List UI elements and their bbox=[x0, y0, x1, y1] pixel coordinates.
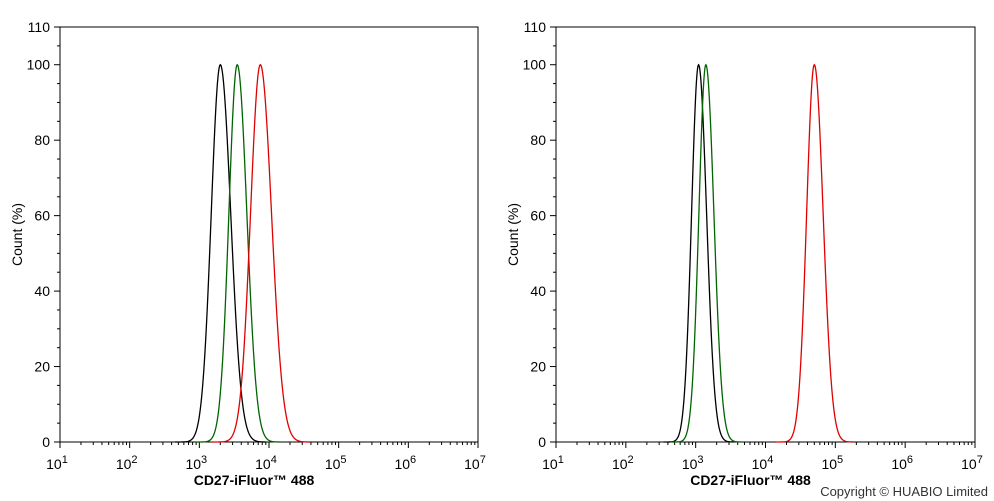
x-tick-label: 104 bbox=[752, 454, 774, 472]
x-tick-label: 101 bbox=[542, 454, 564, 472]
plot-frame bbox=[59, 26, 479, 443]
series-line-1 bbox=[663, 63, 734, 443]
x-tick-label: 102 bbox=[612, 454, 634, 472]
copyright-text: Copyright © HUABIO Limited bbox=[820, 484, 988, 499]
y-tick-label: 110 bbox=[524, 19, 547, 35]
y-tick-label: 100 bbox=[523, 57, 547, 73]
y-tick-label: 0 bbox=[42, 434, 50, 450]
y-tick-label: 60 bbox=[530, 208, 546, 224]
y-tick-label: 20 bbox=[34, 359, 50, 375]
y-tick-label: 40 bbox=[530, 283, 546, 299]
series-line-2 bbox=[195, 63, 280, 443]
x-axis-title: CD27-iFluor™ 488 bbox=[690, 472, 811, 488]
x-tick-label: 103 bbox=[682, 454, 704, 472]
y-axis-title: Count (%) bbox=[9, 203, 25, 266]
x-tick-label: 101 bbox=[46, 454, 68, 472]
series-line-3 bbox=[211, 63, 310, 443]
y-tick-label: 110 bbox=[28, 19, 51, 35]
plot-frame bbox=[555, 26, 976, 443]
chart-2: 0 20 40 60 80 100 110 101 102 103 104 105 106 107 Coun… bbox=[505, 19, 983, 488]
x-tick-label: 103 bbox=[185, 454, 207, 472]
x-tick-label: 102 bbox=[116, 454, 138, 472]
y-tick-label: 80 bbox=[530, 132, 546, 148]
x-axis-title: CD27-iFluor™ 488 bbox=[194, 472, 315, 488]
series-line-3 bbox=[775, 63, 853, 443]
x-tick-label: 107 bbox=[961, 454, 983, 472]
y-axis-title: Count (%) bbox=[505, 203, 521, 266]
y-tick-label: 0 bbox=[538, 434, 546, 450]
series-line-1 bbox=[175, 63, 266, 443]
x-tick-label: 104 bbox=[255, 454, 277, 472]
y-tick-label: 100 bbox=[27, 57, 51, 73]
chart-1: 0 20 40 60 80 100 110 101 102 103 104 105 106 107 Coun… bbox=[9, 19, 486, 488]
x-tick-label: 107 bbox=[464, 454, 486, 472]
x-tick-label: 105 bbox=[325, 454, 347, 472]
y-tick-label: 60 bbox=[34, 208, 50, 224]
y-tick-label: 40 bbox=[34, 283, 50, 299]
x-tick-label: 105 bbox=[821, 454, 843, 472]
x-tick-label: 106 bbox=[891, 454, 913, 472]
y-tick-label: 80 bbox=[34, 132, 50, 148]
series-line-2 bbox=[670, 63, 741, 443]
y-tick-label: 20 bbox=[530, 359, 546, 375]
x-tick-label: 106 bbox=[394, 454, 416, 472]
